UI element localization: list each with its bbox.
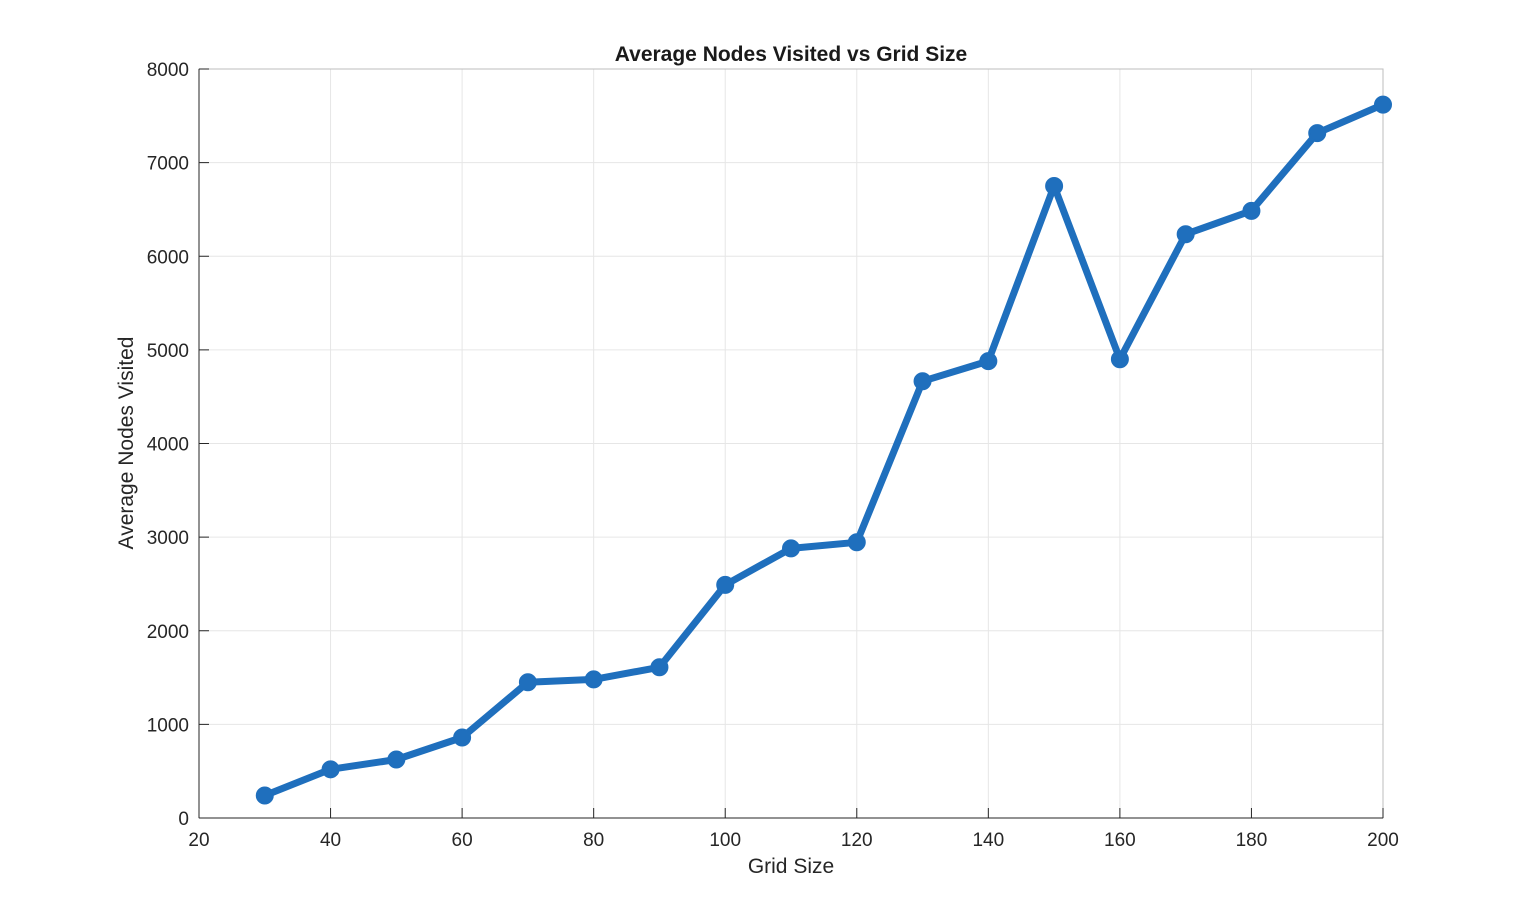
data-point [913,372,932,391]
axes: 20 40 60 80 100 120 140 160 180 20001000200030004… [147,60,1399,851]
x-tick-label: 180 [1236,830,1268,851]
data-point [650,658,669,677]
x-tick-label: 120 [841,830,873,851]
data-point [1308,124,1327,143]
data-point [716,575,735,594]
y-axis-title: Average Nodes Visited [115,337,138,550]
data-point [321,760,340,779]
data-point [847,533,866,552]
x-tick-label: 80 [583,830,604,851]
y-tick-label: 7000 [147,154,189,175]
data-point [1176,225,1195,244]
y-tick-label: 1000 [147,715,189,736]
x-axis-title: Grid Size [748,855,834,878]
data-point [584,670,603,689]
x-tick-label: 200 [1367,830,1399,851]
data-point [518,673,537,692]
data-point [782,539,800,558]
data-point [387,750,406,769]
chart-title: Average Nodes Visited vs Grid Size [615,43,967,66]
x-tick-label: 100 [709,830,741,851]
data-point [1045,177,1064,196]
x-tick-label: 160 [1104,830,1136,851]
data-point [1374,95,1392,114]
x-tick-label: 40 [320,830,341,851]
x-tick-label: 140 [972,830,1004,851]
series-line [261,101,1387,799]
y-tick-label: 6000 [147,247,189,268]
data-point [979,352,998,371]
y-tick-label: 0 [178,809,189,830]
x-tick-label: 60 [452,830,473,851]
data-point [255,786,274,805]
y-tick-label: 3000 [147,528,189,549]
y-tick-label: 8000 [147,60,189,81]
data-point [1242,201,1261,220]
y-tick-label: 5000 [147,341,189,362]
x-tick-label: 20 [188,830,209,851]
series-layer [255,95,1392,805]
data-point [453,728,472,747]
y-tick-label: 4000 [147,435,189,456]
y-tick-label: 2000 [147,622,189,643]
data-point [1110,350,1129,369]
